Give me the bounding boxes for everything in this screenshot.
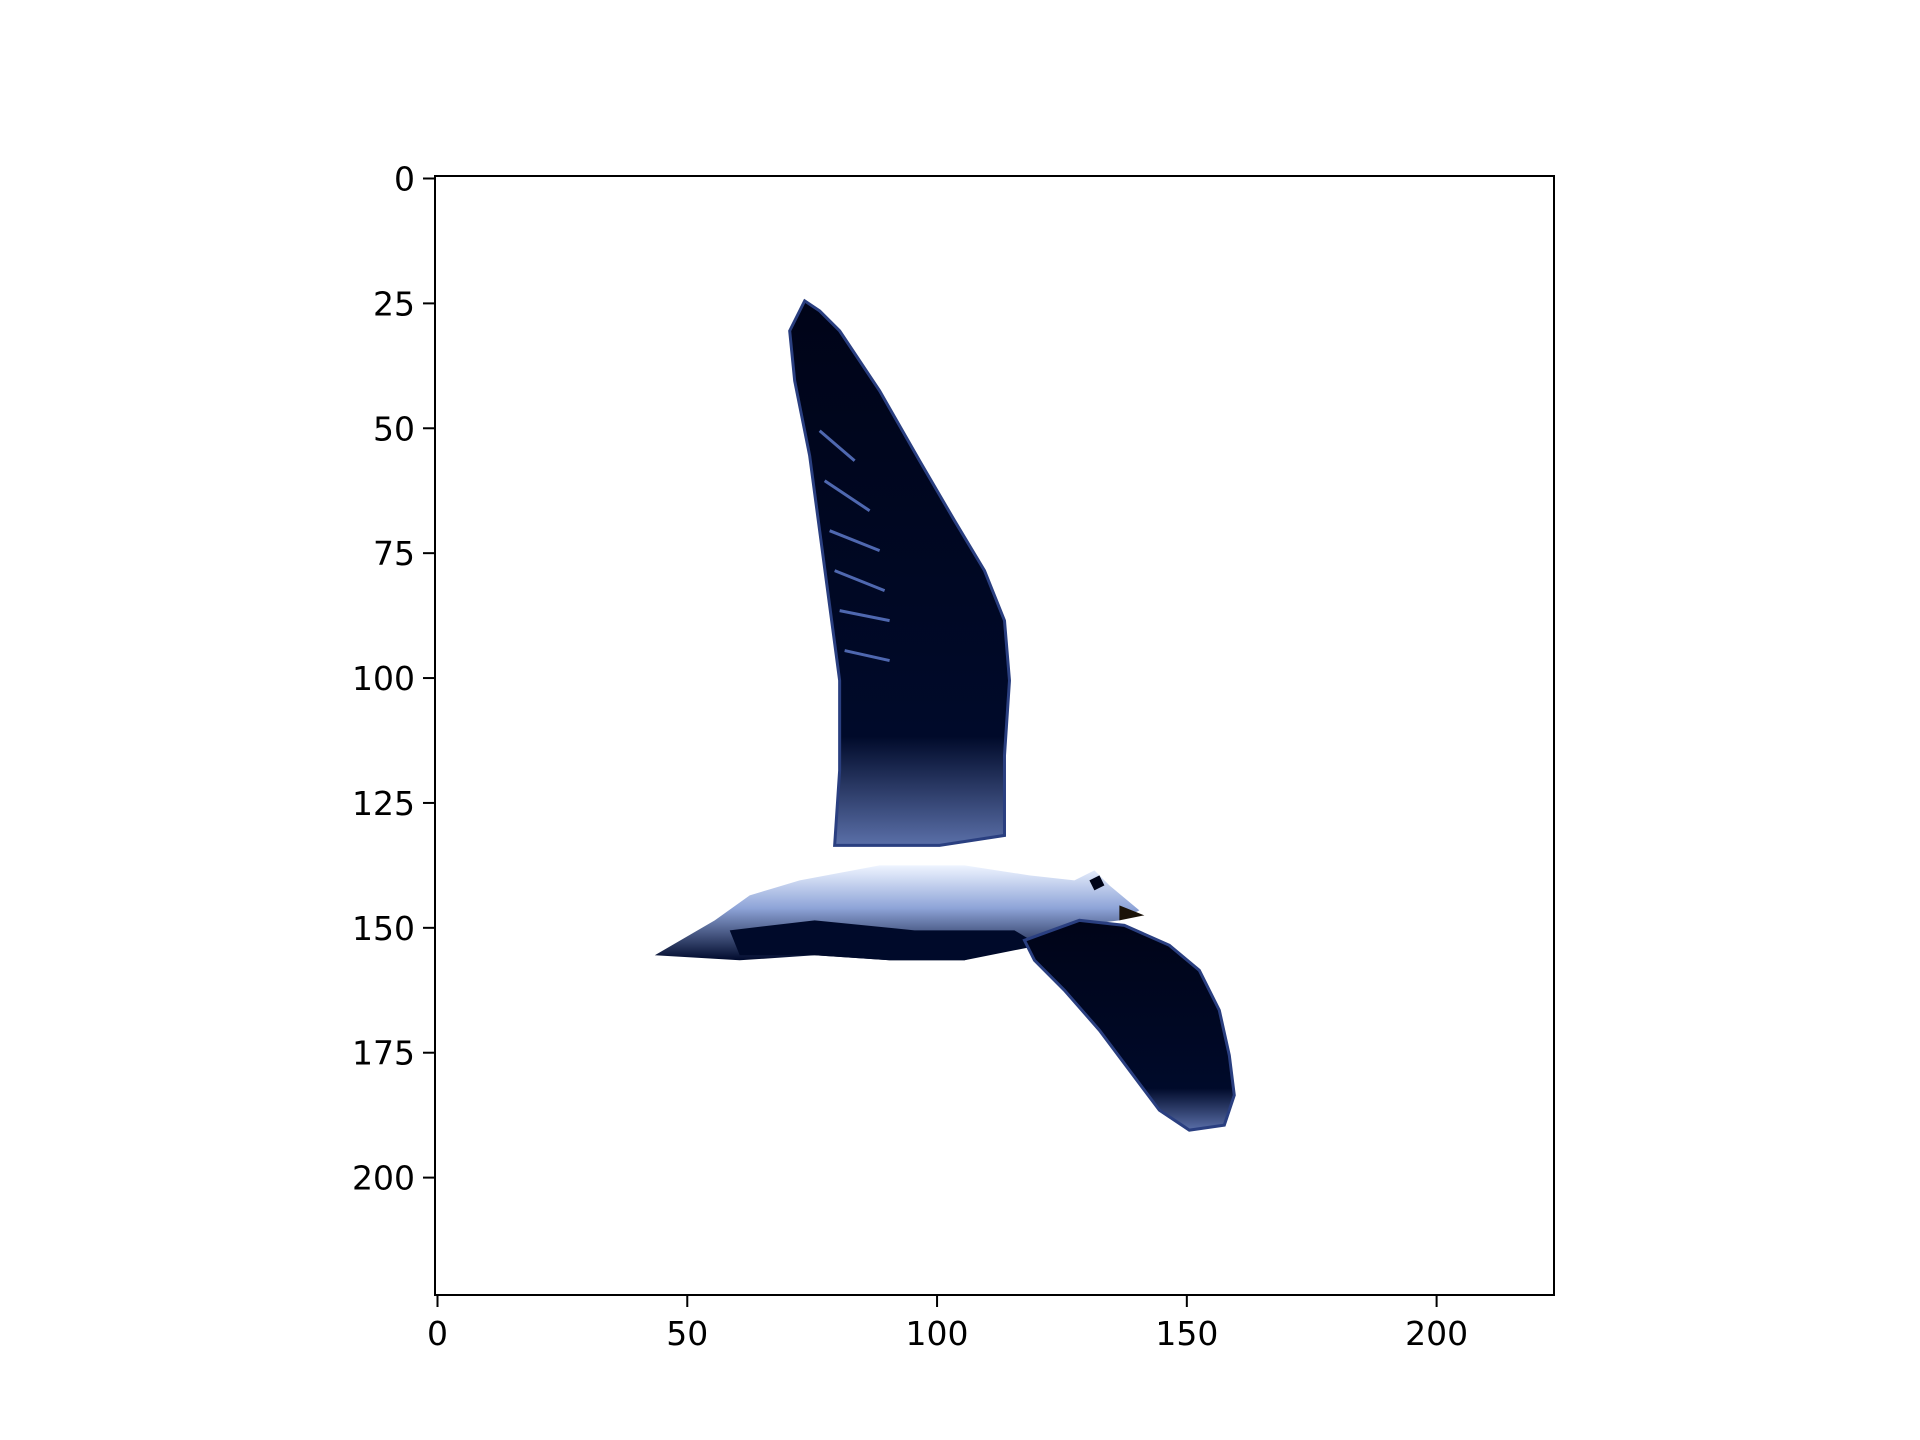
lower-wing — [1022, 918, 1236, 1132]
y-tick-label: 50 — [373, 409, 415, 448]
x-tick-label: 100 — [906, 1314, 969, 1353]
beak — [1119, 905, 1145, 921]
y-tick-label: 200 — [352, 1159, 415, 1198]
axes-frame — [434, 175, 1555, 1296]
body-shadow — [729, 920, 1040, 961]
x-tick-label: 200 — [1405, 1314, 1468, 1353]
y-tick-label: 0 — [394, 159, 415, 198]
y-tick-label: 75 — [373, 534, 415, 573]
x-tick-label: 50 — [666, 1314, 708, 1353]
x-tick-label: 0 — [427, 1314, 448, 1353]
head-eye — [1089, 875, 1105, 891]
y-tick-label: 175 — [352, 1034, 415, 1073]
upper-wing — [788, 298, 1011, 847]
y-tick-label: 150 — [352, 909, 415, 948]
y-tick-label: 100 — [352, 659, 415, 698]
wing-feathers — [818, 429, 890, 663]
x-tick-label: 150 — [1155, 1314, 1218, 1353]
y-tick-label: 125 — [352, 784, 415, 823]
y-tick-label: 25 — [373, 284, 415, 323]
bird-image — [654, 298, 1236, 1132]
